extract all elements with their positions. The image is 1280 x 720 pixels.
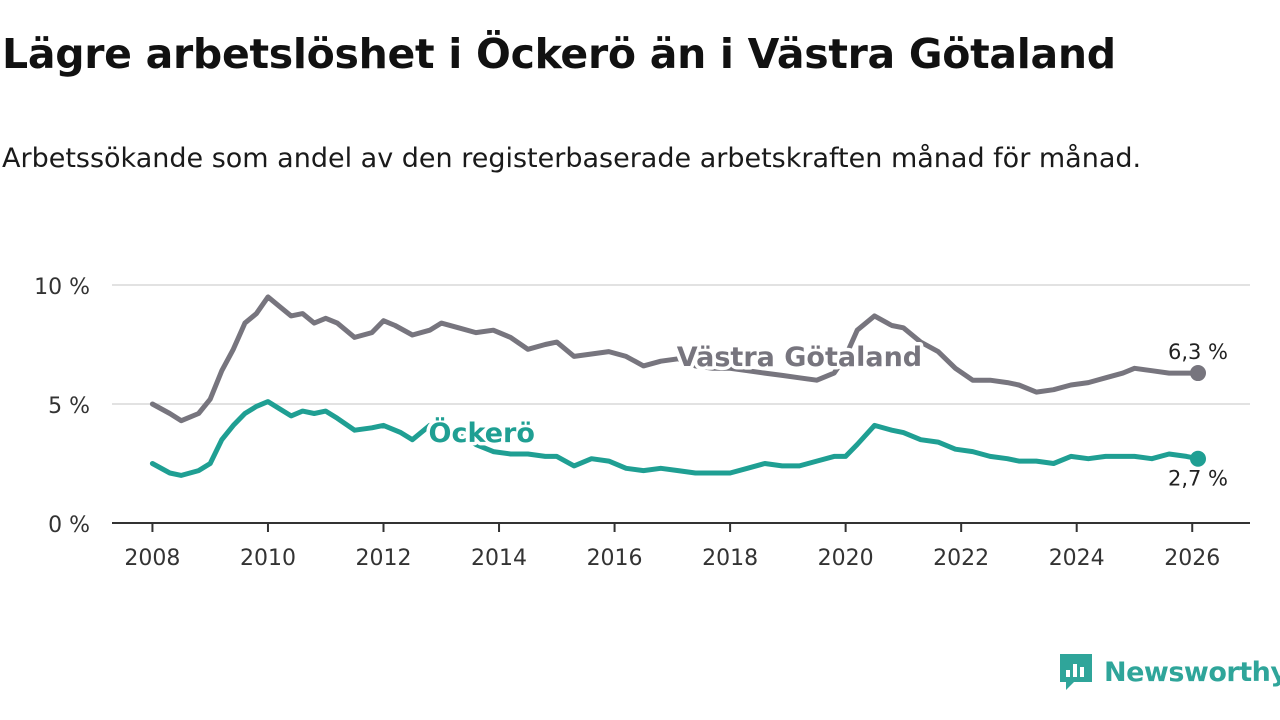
x-tick-label: 2026: [1164, 546, 1220, 571]
y-tick-label: 10 %: [34, 275, 90, 300]
end-point-vastra-gotaland: [1190, 365, 1207, 382]
series-label-ockero: Öckerö: [429, 416, 535, 449]
series-line-ockero: [149, 399, 1201, 478]
series-line-vastra-gotaland: [149, 294, 1201, 424]
x-tick-label: 2014: [471, 546, 527, 571]
x-tick-label: 2016: [587, 546, 643, 571]
newsworthy-logo-icon: [1060, 654, 1092, 690]
x-tick-label: 2012: [356, 546, 412, 571]
series-label-vastra-gotaland: Västra Götaland: [677, 342, 922, 373]
chart-subtitle: Arbetssökande som andel av den registerb…: [2, 143, 1142, 174]
end-label-ockero: 2,7 %: [1168, 467, 1228, 491]
end-label-vastra-gotaland: 6,3 %: [1168, 340, 1228, 364]
newsworthy-brand[interactable]: Newsworthy: [1058, 652, 1280, 692]
y-tick-label: 0 %: [48, 513, 90, 538]
x-tick-label: 2018: [702, 546, 758, 571]
x-tick-label: 2020: [818, 546, 874, 571]
y-tick-label: 5 %: [48, 394, 90, 419]
x-tick-label: 2022: [933, 546, 989, 571]
x-tick-label: 2024: [1049, 546, 1105, 571]
chart-title: Lägre arbetslöshet i Öckerö än i Västra …: [2, 30, 1116, 78]
end-point-ockero: [1190, 450, 1207, 467]
brand-name: Newsworthy: [1104, 656, 1280, 688]
x-tick-label: 2010: [240, 546, 296, 571]
x-tick-label: 2008: [124, 546, 180, 571]
